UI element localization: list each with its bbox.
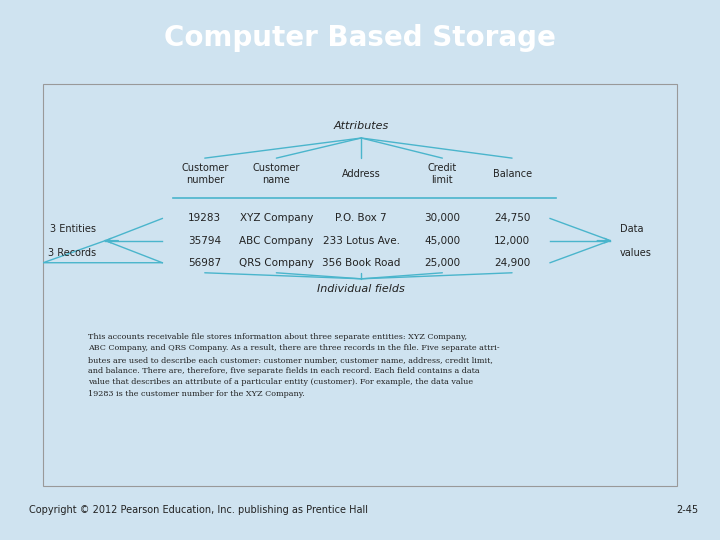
- Text: Credit
limit: Credit limit: [428, 163, 457, 185]
- Text: Customer
number: Customer number: [181, 163, 228, 185]
- Text: 56987: 56987: [188, 258, 221, 268]
- Text: values: values: [620, 248, 652, 258]
- Text: 3 Records: 3 Records: [48, 248, 96, 258]
- Text: 19283: 19283: [188, 213, 221, 224]
- Text: XYZ Company: XYZ Company: [240, 213, 313, 224]
- Text: This accounts receivable file stores information about three separate entities: : This accounts receivable file stores inf…: [88, 333, 499, 397]
- Text: Balance: Balance: [492, 169, 531, 179]
- Text: 233 Lotus Ave.: 233 Lotus Ave.: [323, 235, 400, 246]
- Text: 3 Entities: 3 Entities: [50, 224, 96, 233]
- Text: Address: Address: [342, 169, 381, 179]
- Text: 35794: 35794: [188, 235, 221, 246]
- Text: 30,000: 30,000: [424, 213, 460, 224]
- Text: P.O. Box 7: P.O. Box 7: [336, 213, 387, 224]
- Text: 2-45: 2-45: [676, 505, 698, 515]
- Text: 24,750: 24,750: [494, 213, 530, 224]
- Text: Computer Based Storage: Computer Based Storage: [164, 24, 556, 52]
- Text: 25,000: 25,000: [424, 258, 460, 268]
- Text: QRS Company: QRS Company: [239, 258, 314, 268]
- Text: Customer
name: Customer name: [253, 163, 300, 185]
- Text: Individual fields: Individual fields: [318, 284, 405, 294]
- Text: Data: Data: [620, 224, 643, 233]
- Text: 45,000: 45,000: [424, 235, 460, 246]
- Text: 356 Book Road: 356 Book Road: [322, 258, 400, 268]
- Text: Copyright © 2012 Pearson Education, Inc. publishing as Prentice Hall: Copyright © 2012 Pearson Education, Inc.…: [29, 505, 368, 515]
- Text: 24,900: 24,900: [494, 258, 530, 268]
- Text: Attributes: Attributes: [333, 121, 389, 131]
- Text: ABC Company: ABC Company: [239, 235, 313, 246]
- Text: 12,000: 12,000: [494, 235, 530, 246]
